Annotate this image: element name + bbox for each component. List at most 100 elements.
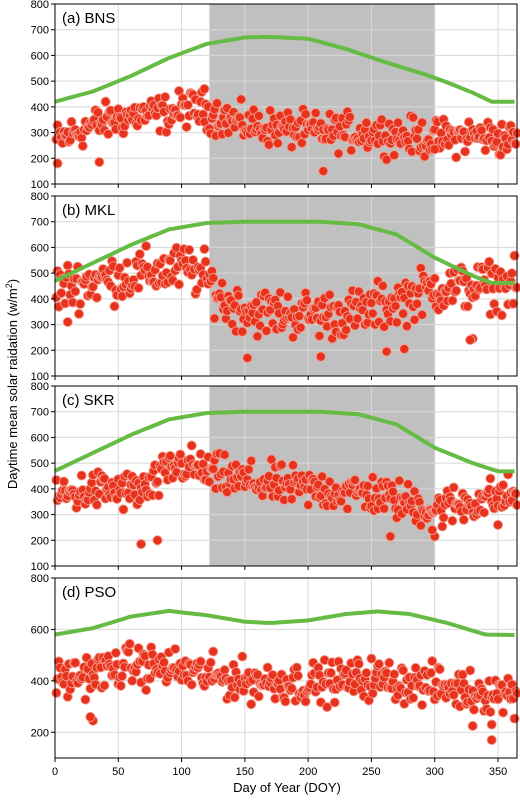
data-point [52,158,63,169]
clear-sky-curve [54,35,515,104]
data-point [122,257,133,268]
data-point [381,346,392,357]
data-point [318,166,329,177]
data-point [141,685,152,696]
x-tick-label: 350 [489,766,507,778]
x-tick-label: 150 [236,766,254,778]
data-point [451,285,462,296]
data-point [199,83,210,94]
data-point [286,683,297,694]
data-point [134,249,145,260]
data-point [200,256,211,267]
growing-season-shade [209,4,435,184]
data-point [204,476,215,487]
x-axis-label: Day of Year (DOY) [233,780,341,795]
data-point [237,651,248,662]
data-point [462,301,473,312]
panel-title: (a) BNS [62,10,115,27]
y-tick-label: 200 [31,345,49,357]
data-point [389,669,400,680]
x-tick-label: 0 [52,766,58,778]
data-point [367,688,378,699]
data-point [398,665,409,676]
data-point [58,476,69,487]
data-point [152,476,163,487]
data-point [100,96,111,107]
data-point [233,290,244,301]
y-tick-label: 500 [31,458,49,470]
panel-1: 100 200 300 400 500 600 700 800 (a) BNS [31,0,520,191]
data-point [314,330,325,341]
y-tick-label: 800 [31,573,49,585]
data-point [51,687,62,698]
data-point [451,152,462,163]
data-point [301,295,312,306]
panel-title: (d) PSO [62,584,116,601]
data-point [173,279,185,290]
y-tick-label: 300 [31,128,49,140]
y-tick-label: 800 [31,381,49,393]
data-point [391,317,402,328]
data-point [385,531,396,542]
data-point [77,140,88,152]
data-point [62,260,73,271]
y-axis-label-main: Daytime mean solar raidation (w/m [5,288,20,489]
data-point [205,657,216,668]
data-point [362,480,373,492]
clear-sky-curve [54,409,515,474]
data-point [165,450,176,461]
data-point [217,278,228,289]
data-point [509,250,520,261]
data-point [408,692,419,703]
data-point [99,680,110,691]
data-point [377,280,388,291]
data-point [115,680,126,691]
data-point [272,138,283,149]
data-point [511,499,520,511]
data-point [253,110,264,121]
data-point [141,241,152,252]
data-point [237,326,248,337]
data-point [92,107,104,118]
y-tick-label: 600 [31,624,49,636]
data-point [175,112,186,123]
data-point [389,150,400,161]
data-point [325,667,336,678]
data-point [511,128,520,139]
data-point [498,707,509,718]
data-point [447,295,458,306]
y-tick-label: 500 [31,268,49,280]
data-point [133,282,144,294]
data-point [485,473,496,484]
data-point [410,662,421,673]
data-point [70,657,81,668]
data-point [286,142,297,153]
data-point [251,297,262,308]
data-point [160,91,171,103]
data-point [158,657,169,668]
y-tick-label: 600 [31,50,49,62]
data-point [392,117,404,128]
data-point [367,308,378,319]
data-point [409,314,420,325]
data-point [508,298,519,309]
data-point [170,643,181,655]
data-point [448,689,459,700]
y-axis-label-sup: 2 [4,283,14,288]
data-point [437,521,448,532]
data-point [341,324,352,336]
y-tick-label: 400 [31,294,49,306]
data-point [467,720,478,731]
clear-sky-curve [54,219,515,285]
data-point [394,475,405,486]
data-point [280,696,291,707]
data-point [85,711,96,722]
data-point [75,298,86,310]
data-point [465,334,476,346]
data-point [509,713,520,724]
data-point [124,638,135,649]
x-tick-label: 100 [172,766,190,778]
panel-3: 100 200 300 400 500 600 700 800 (c) SKR [31,381,520,573]
data-point [381,154,392,165]
